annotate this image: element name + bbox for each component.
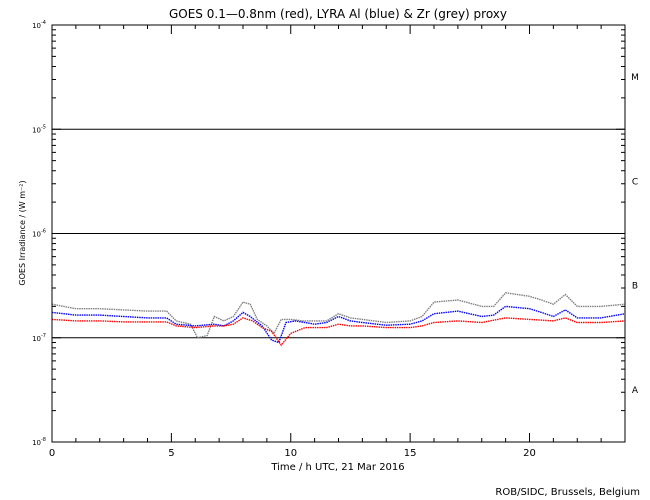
flare-class-label: B <box>632 282 638 292</box>
y-axis: 10-8 10-7 10-6 10-5 10-4 <box>32 20 625 447</box>
x-axis-label: Time / h UTC, 21 Mar 2016 <box>270 462 404 473</box>
y-axis-label: GOES Irradiance / (W m⁻²) <box>18 180 27 285</box>
flare-class-lines <box>52 128 625 339</box>
x-tick-label: 20 <box>523 448 536 459</box>
x-tick-label: 15 <box>404 448 417 459</box>
flare-class-labels: A B C M <box>631 73 639 396</box>
x-tick-label: 5 <box>168 448 174 459</box>
series-line-1 <box>51 305 626 344</box>
series-line-0 <box>51 292 626 339</box>
credit-text: ROB/SIDC, Brussels, Belgium <box>495 487 640 498</box>
x-tick-label: 0 <box>49 448 55 459</box>
x-axis: 0 5 10 15 20 <box>49 25 626 459</box>
chart-title: GOES 0.1—0.8nm (red), LYRA Al (blue) & Z… <box>169 7 507 21</box>
x-tick-label: 10 <box>284 448 297 459</box>
y-tick-label: 10-8 <box>32 437 46 447</box>
flare-class-label: A <box>632 386 639 396</box>
series-line-2 <box>51 317 626 347</box>
y-tick-label: 10-6 <box>32 229 46 239</box>
flare-class-label: M <box>631 73 639 83</box>
y-tick-label: 10-7 <box>32 333 46 343</box>
flare-class-label: C <box>632 177 638 187</box>
y-tick-label: 10-4 <box>32 20 46 30</box>
series-layer <box>51 292 626 347</box>
y-tick-label: 10-5 <box>32 124 46 134</box>
